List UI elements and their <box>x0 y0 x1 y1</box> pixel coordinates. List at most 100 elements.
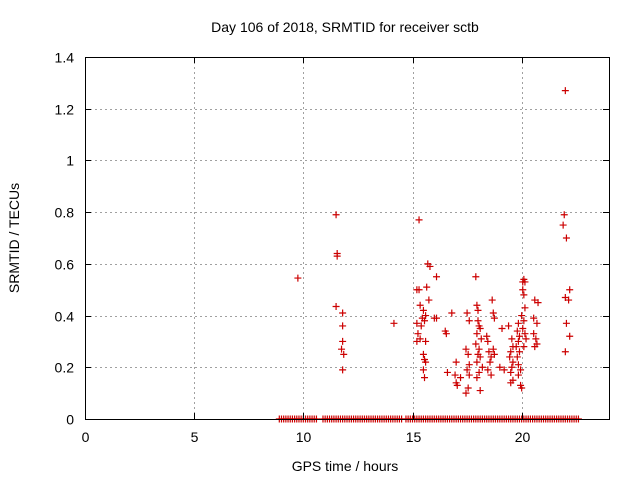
data-point <box>419 306 427 314</box>
data-point <box>520 343 528 351</box>
data-point <box>485 348 493 356</box>
data-point <box>462 345 470 353</box>
data-point <box>531 343 539 351</box>
data-point <box>422 337 430 345</box>
data-point <box>332 211 340 219</box>
data-point <box>422 358 430 366</box>
data-point <box>505 322 513 330</box>
data-point <box>521 330 529 338</box>
data-point <box>486 358 494 366</box>
plot-frame <box>85 57 610 420</box>
y-tick-label: 0 <box>66 412 74 428</box>
data-point <box>294 274 302 282</box>
data-point <box>487 371 495 379</box>
data-point <box>562 319 570 327</box>
data-point <box>562 234 570 242</box>
data-point <box>414 330 422 338</box>
data-point <box>508 363 516 371</box>
data-point <box>559 221 567 229</box>
y-tick-label: 1 <box>66 153 74 169</box>
data-point <box>560 211 568 219</box>
data-point <box>425 296 433 304</box>
data-point <box>442 330 450 338</box>
data-point <box>518 384 526 392</box>
data-point <box>566 332 574 340</box>
data-point <box>506 353 514 361</box>
data-point <box>339 309 347 317</box>
y-tick-label: 0.8 <box>55 205 75 221</box>
data-point <box>339 322 347 330</box>
data-point <box>476 353 484 361</box>
data-point <box>514 337 522 345</box>
y-tick-label: 0.2 <box>55 360 75 376</box>
data-point <box>419 350 427 358</box>
data-point <box>390 319 398 327</box>
data-point <box>413 337 421 345</box>
y-tick-label: 0.6 <box>55 257 75 273</box>
data-point <box>530 330 538 338</box>
data-point <box>565 296 573 304</box>
data-point <box>473 330 481 338</box>
x-tick-label: 10 <box>296 429 312 445</box>
data-point <box>473 374 481 382</box>
data-point <box>463 366 471 374</box>
data-point <box>520 291 528 299</box>
data-point <box>521 304 529 312</box>
data-point <box>465 371 473 379</box>
data-point <box>423 283 431 291</box>
data-point <box>415 286 423 294</box>
axis-ticks <box>85 57 609 420</box>
data-point <box>514 319 522 327</box>
y-axis-label: SRMTID / TECUs <box>6 183 22 293</box>
data-point <box>339 366 347 374</box>
data-point <box>476 325 484 332</box>
data-points <box>294 87 574 397</box>
data-point <box>416 301 424 309</box>
x-tick-labels: 0 5 10 15 20 <box>82 429 531 445</box>
x-tick-label: 15 <box>406 429 422 445</box>
data-point <box>509 358 517 366</box>
data-point <box>488 296 496 304</box>
data-point <box>513 327 521 335</box>
y-tick-label: 1.4 <box>55 50 75 66</box>
data-point <box>532 335 540 343</box>
x-tick-label: 0 <box>82 429 90 445</box>
data-point <box>521 278 529 286</box>
data-point <box>333 252 341 260</box>
data-point <box>518 312 526 320</box>
data-point <box>463 309 471 317</box>
data-point <box>484 337 492 345</box>
data-point <box>433 273 441 281</box>
data-point <box>496 363 504 371</box>
data-point <box>474 317 482 325</box>
data-point <box>421 374 429 382</box>
data-point <box>464 350 472 358</box>
data-point <box>472 273 480 281</box>
data-point <box>453 381 461 389</box>
data-point <box>566 286 574 294</box>
data-point <box>451 371 459 379</box>
grid-lines <box>85 57 609 419</box>
data-point <box>443 368 451 376</box>
data-point <box>448 309 456 317</box>
data-point <box>507 348 515 356</box>
y-tick-label: 1.2 <box>55 102 75 118</box>
data-point <box>500 366 508 374</box>
data-point <box>332 303 340 311</box>
data-point <box>417 322 425 330</box>
data-point <box>465 317 473 325</box>
data-point <box>489 309 497 317</box>
data-point <box>517 366 525 374</box>
data-point <box>533 319 541 327</box>
data-point <box>561 348 569 356</box>
data-point <box>476 387 484 395</box>
data-point <box>507 379 515 387</box>
data-point <box>498 325 506 332</box>
data-point <box>490 314 498 322</box>
x-tick-label: 5 <box>191 429 199 445</box>
data-point <box>465 361 473 369</box>
data-point <box>433 314 441 322</box>
chart-title: Day 106 of 2018, SRMTID for receiver sct… <box>211 19 479 35</box>
data-point <box>483 332 491 340</box>
